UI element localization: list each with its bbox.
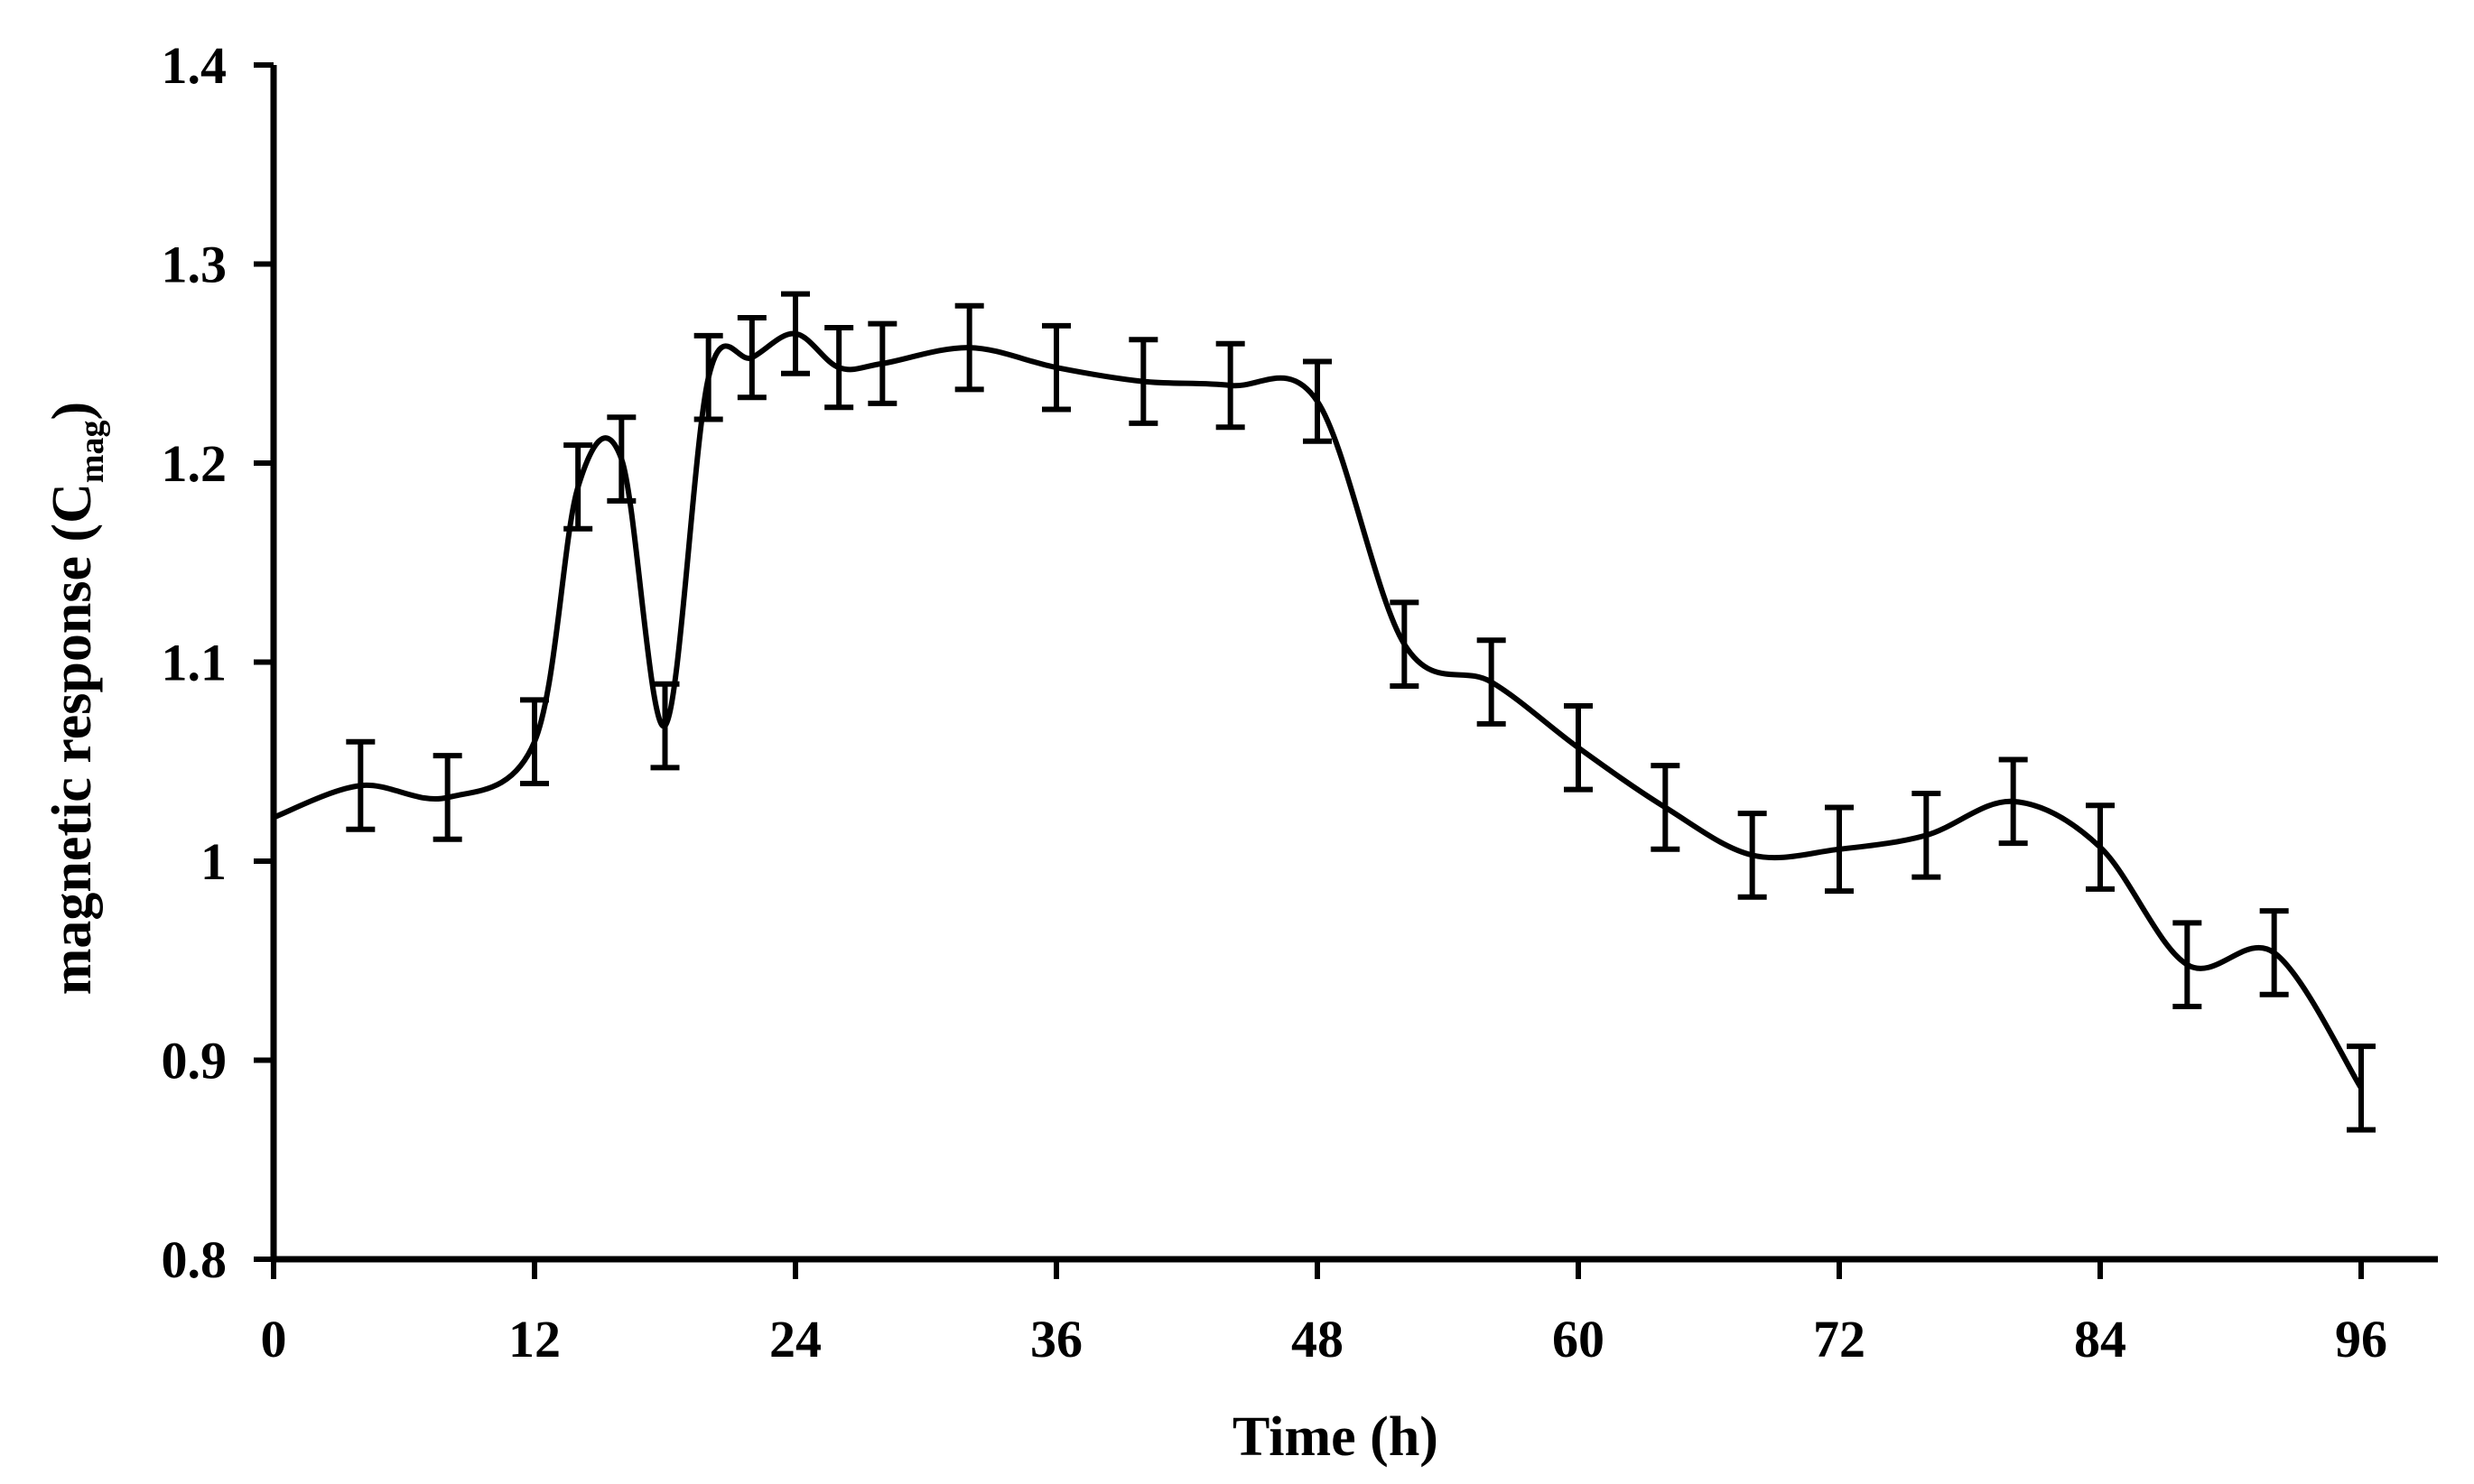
error-bars xyxy=(346,291,2376,1133)
y-ticks: 0.8 0.9 1 1.1 1.2 1.3 1.4 xyxy=(162,36,274,1289)
x-tick-label: 72 xyxy=(1813,1310,1865,1368)
x-ticks: 0 12 24 36 48 60 72 84 96 xyxy=(261,1259,2387,1368)
y-axis-title: magnetic response (Cmag) xyxy=(42,402,111,995)
y-tick-label: 0.8 xyxy=(162,1230,228,1289)
x-tick-label: 60 xyxy=(1552,1310,1604,1368)
y-axis-title-subscript: mag xyxy=(73,420,111,483)
y-axis-title-prefix: magnetic response (C xyxy=(42,483,103,995)
y-tick-label: 0.9 xyxy=(162,1032,228,1090)
series-line xyxy=(271,330,2364,1091)
y-tick-label: 1.4 xyxy=(162,36,228,95)
y-tick-label: 1.1 xyxy=(162,634,228,692)
y-tick-label: 1.3 xyxy=(162,236,228,294)
x-axis-title: Time (h) xyxy=(1232,1406,1438,1468)
x-tick-label: 96 xyxy=(2335,1310,2387,1368)
y-axis-title-suffix: ) xyxy=(42,402,103,421)
x-tick-label: 0 xyxy=(261,1310,287,1368)
x-tick-label: 36 xyxy=(1030,1310,1083,1368)
x-tick-label: 12 xyxy=(508,1310,561,1368)
x-tick-label: 48 xyxy=(1291,1310,1344,1368)
x-tick-label: 84 xyxy=(2074,1310,2126,1368)
x-tick-label: 24 xyxy=(769,1310,822,1368)
y-tick-label: 1.2 xyxy=(162,434,228,493)
axes xyxy=(270,65,2438,1263)
y-tick-label: 1 xyxy=(200,832,227,891)
